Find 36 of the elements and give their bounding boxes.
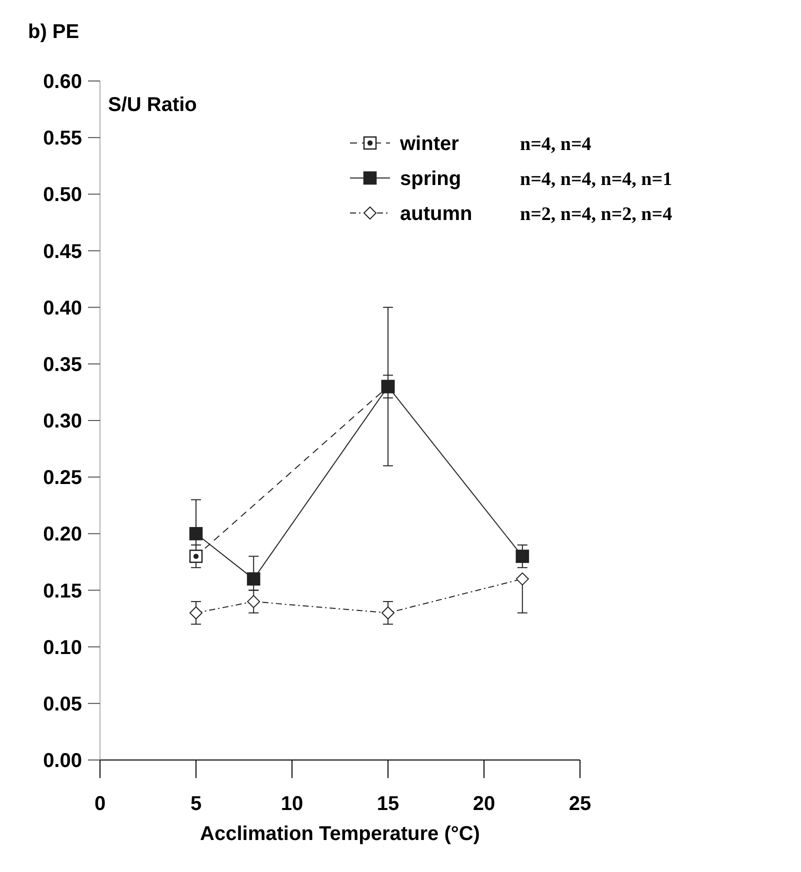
point <box>189 527 203 540</box>
y-tick-label: 0.10 <box>43 636 82 659</box>
point <box>247 595 260 608</box>
y-tick-label: 0.15 <box>43 580 82 602</box>
y-tick-label: 0.20 <box>43 524 82 546</box>
y-tick-label: 0.05 <box>43 693 82 716</box>
y-tick-label: 0.60 <box>43 71 82 93</box>
y-tick-label: 0.45 <box>43 240 82 263</box>
x-tick-label: 15 <box>376 793 400 815</box>
point <box>189 550 203 563</box>
y-tick-label: 0.35 <box>43 354 82 376</box>
x-tick-label: 20 <box>472 793 496 815</box>
annotation: n=4, n=4 <box>520 134 592 155</box>
y-tick-label: 0.50 <box>43 184 82 206</box>
y-tick-label: 0.30 <box>43 410 82 432</box>
y-tick-label: 0.25 <box>43 467 82 490</box>
y-axis-title: S/U Ratio <box>108 94 197 116</box>
chart-title: b) PE <box>28 21 80 43</box>
point <box>516 550 530 563</box>
point <box>516 572 529 586</box>
x-tick-label: 0 <box>94 793 106 815</box>
x-tick-label: 10 <box>280 793 304 815</box>
x-axis-title: Acclimation Temperature (°C) <box>200 823 480 845</box>
annotation: n=4, n=4, n=4, n=1 <box>520 169 672 190</box>
point <box>190 606 202 620</box>
point <box>246 572 260 586</box>
y-tick-label: 0.00 <box>43 750 82 772</box>
x-tick-label: 5 <box>190 793 202 815</box>
legend-label: spring <box>400 168 462 190</box>
x-tick-label: 25 <box>568 793 592 815</box>
y-tick-label: 0.40 <box>43 297 82 320</box>
legend-label: autumn <box>400 203 472 225</box>
legend-label: winter <box>399 133 460 155</box>
y-tick-label: 0.55 <box>43 128 82 150</box>
annotation: n=2, n=4, n=2, n=4 <box>520 204 673 225</box>
point <box>382 606 394 620</box>
